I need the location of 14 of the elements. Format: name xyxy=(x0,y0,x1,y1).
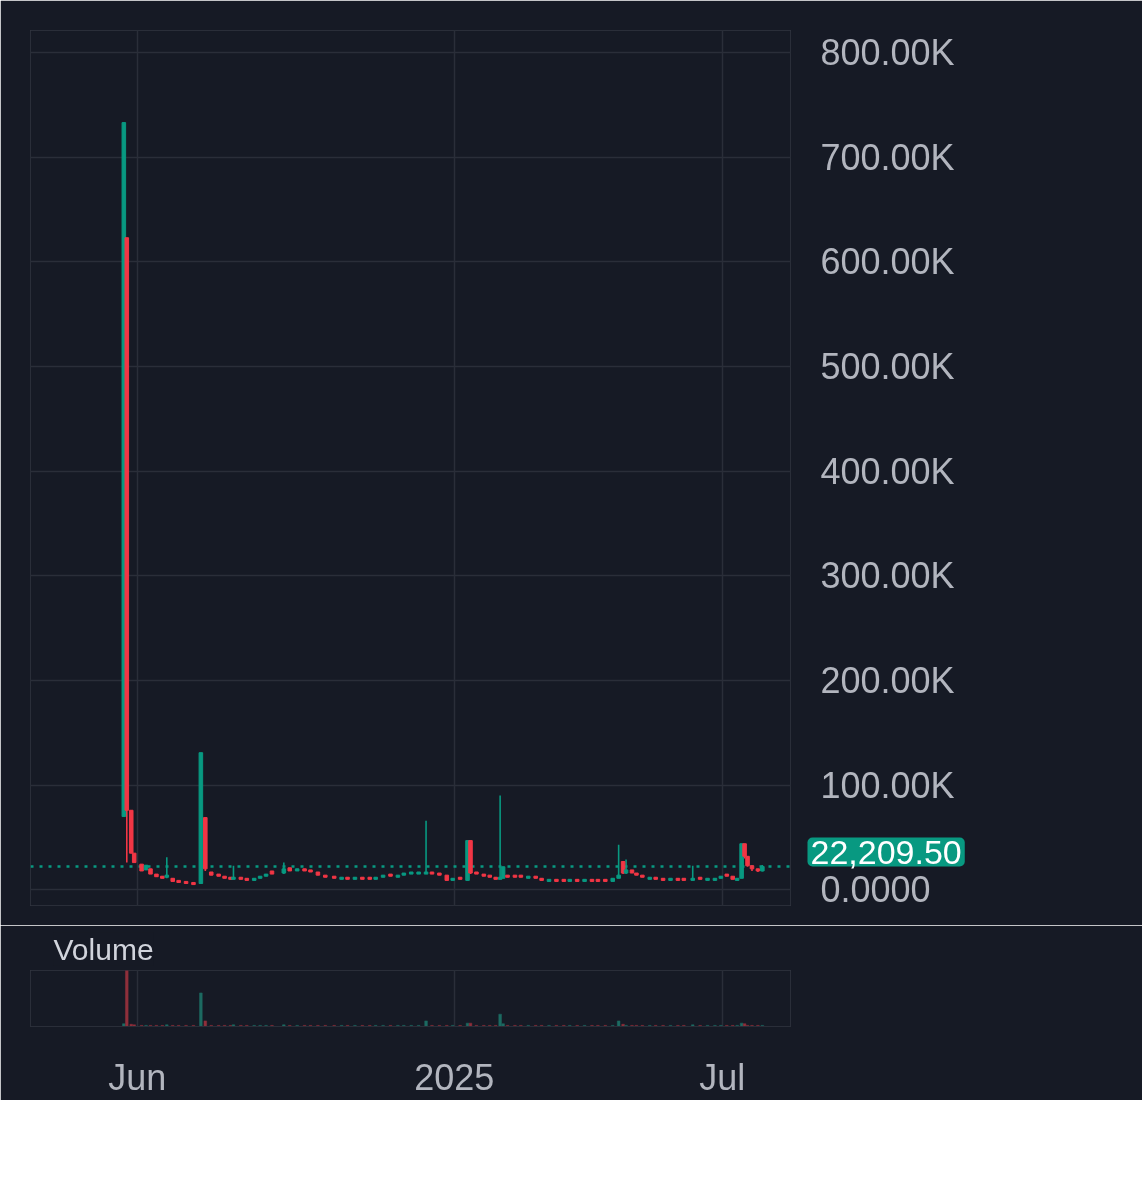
ref-line-label: 22,209.50 xyxy=(810,832,962,871)
x-tick-label: 2025 xyxy=(414,1056,495,1098)
y-tick-label: 700.00K xyxy=(820,136,955,178)
x-tick-label: Jun xyxy=(108,1056,167,1098)
chart-title: Volume xyxy=(53,932,154,966)
y-tick-label: 200.00K xyxy=(820,659,955,701)
y-tick-label: 500.00K xyxy=(820,345,955,387)
x-tick-label: Jul xyxy=(699,1056,746,1098)
y-tick-label: 800.00K xyxy=(820,31,955,73)
y-tick-label: 100.00K xyxy=(820,764,955,806)
y-tick-label: 400.00K xyxy=(820,450,955,492)
y-tick-label: 300.00K xyxy=(820,555,955,597)
y-tick-label: 0.0000 xyxy=(820,869,931,911)
y-tick-label: 600.00K xyxy=(820,241,955,283)
